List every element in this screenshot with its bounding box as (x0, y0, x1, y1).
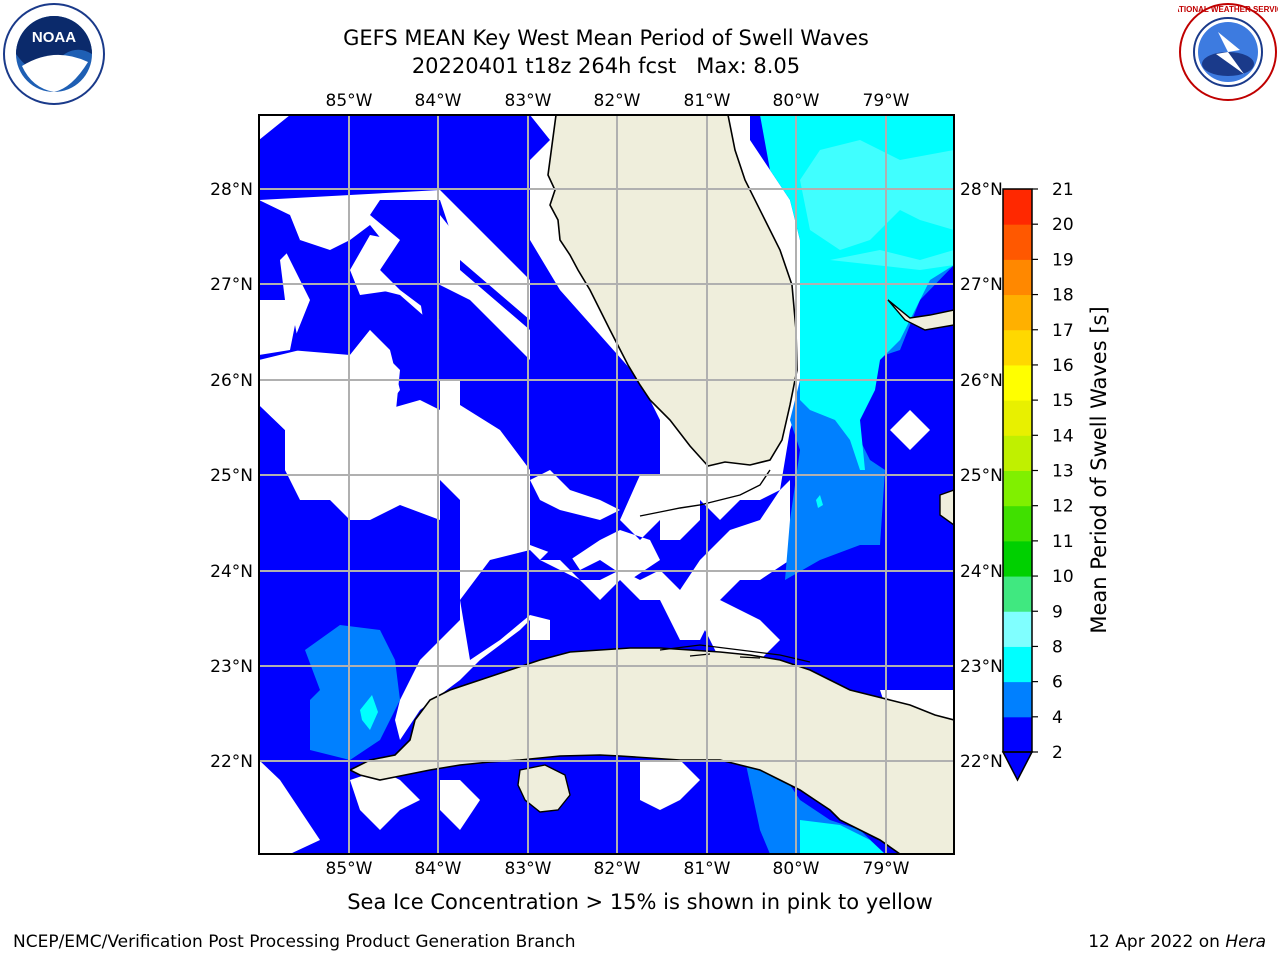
colorbar-segment (1003, 470, 1032, 507)
florida-keys (639, 469, 771, 517)
colorbar-tick-label: 9 (1052, 602, 1063, 622)
colorbar-tick-label: 2 (1052, 743, 1063, 763)
lat-labels-right: 28°N 27°N 26°N 25°N 24°N 23°N 22°N (960, 180, 1003, 772)
florida-land (547, 115, 798, 467)
lat-label-right-24n: 24°N (960, 562, 1003, 582)
colorbar-segment (1003, 646, 1032, 683)
map-gridlines (259, 115, 954, 854)
colorbar-tick-label: 8 (1052, 637, 1063, 657)
lon-label-bottom-85w: 85°W (326, 859, 373, 879)
lon-label-top-79w: 79°W (863, 91, 910, 111)
lon-label-top-81w: 81°W (684, 91, 731, 111)
lon-label-bottom-83w: 83°W (505, 859, 552, 879)
lon-label-bottom-81w: 81°W (684, 859, 731, 879)
chart-subtitle: 20220401 t18z 264h fcst Max: 8.05 (411, 54, 801, 78)
isle-of-youth-land (517, 764, 571, 813)
bahamas-land (887, 299, 954, 331)
nws-logo: NATIONAL WEATHER SERVICE (1178, 3, 1278, 101)
sea-ice-note-text: Sea Ice Concentration > 15% is shown in … (347, 890, 933, 914)
colorbar-segment (1003, 259, 1032, 296)
sea-ice-note: Sea Ice Concentration > 15% is shown in … (0, 890, 1280, 914)
colorbar-tick-label: 14 (1052, 426, 1074, 446)
colorbar-segment (1003, 576, 1032, 612)
lat-label-left-27n: 27°N (210, 275, 253, 295)
swell-8-9s-region (800, 140, 954, 270)
lat-label-right-22n: 22°N (960, 752, 1003, 772)
colorbar-tick-label: 18 (1052, 286, 1074, 306)
colorbar-tick-label: 21 (1052, 180, 1074, 200)
lat-label-right-26n: 26°N (960, 371, 1003, 391)
lat-label-left-26n: 26°N (210, 371, 253, 391)
noaa-logo: NOAA (3, 3, 105, 105)
colorbar-tick-label: 11 (1052, 532, 1074, 552)
footer-host: Hera (1225, 932, 1266, 952)
lat-label-left-22n: 22°N (210, 752, 253, 772)
colorbar-segment (1003, 435, 1032, 471)
colorbar-segment (1003, 611, 1032, 647)
lon-label-bottom-84w: 84°W (415, 859, 462, 879)
bahamas-island-2 (939, 489, 954, 526)
lon-labels-top: 85°W 84°W 83°W 82°W 81°W 80°W 79°W (326, 91, 910, 111)
colorbar-tick-label: 17 (1052, 321, 1074, 341)
colorbar-tick-label: 6 (1052, 673, 1063, 693)
colorbar-segment (1003, 505, 1032, 542)
colorbar-tick-label: 16 (1052, 356, 1074, 376)
map-frame (258, 114, 955, 855)
lon-label-bottom-82w: 82°W (594, 859, 641, 879)
colorbar: 2 4 6 8 9 10 11 12 13 14 15 16 17 18 19 20 21 (1001, 180, 1074, 782)
lat-label-right-23n: 23°N (960, 657, 1003, 677)
lat-label-right-28n: 28°N (960, 180, 1003, 200)
footer-date-text: 12 Apr 2022 on (1088, 932, 1226, 952)
colorbar-segment (1003, 294, 1032, 331)
colorbar-segment (1003, 540, 1032, 577)
colorbar-segment (1003, 681, 1032, 718)
lon-label-top-82w: 82°W (594, 91, 641, 111)
lon-label-top-85w: 85°W (326, 91, 373, 111)
lat-label-left-28n: 28°N (210, 180, 253, 200)
lat-label-left-23n: 23°N (210, 657, 253, 677)
map-fields (259, 115, 954, 854)
colorbar-tick-label: 20 (1052, 215, 1074, 235)
chart-title: GEFS MEAN Key West Mean Period of Swell … (343, 26, 869, 50)
no-data-gaps (259, 215, 954, 854)
colorbar-tick-label: 19 (1052, 250, 1074, 270)
lon-label-bottom-80w: 80°W (773, 859, 820, 879)
lon-labels-bottom: 85°W 84°W 83°W 82°W 81°W 80°W 79°W (326, 859, 910, 879)
lat-label-left-25n: 25°N (210, 466, 253, 486)
colorbar-tick-label: 13 (1052, 462, 1074, 482)
lat-label-right-25n: 25°N (960, 466, 1003, 486)
colorbar-tick-label: 4 (1052, 708, 1063, 728)
colorbar-segment (1003, 189, 1032, 225)
lon-label-top-83w: 83°W (505, 91, 552, 111)
lat-labels-left: 28°N 27°N 26°N 25°N 24°N 23°N 22°N (210, 180, 253, 772)
colorbar-segment (1003, 716, 1032, 753)
lat-label-right-27n: 27°N (960, 275, 1003, 295)
lon-label-top-84w: 84°W (415, 91, 462, 111)
lon-label-bottom-79w: 79°W (863, 859, 910, 879)
colorbar-label: Mean Period of Swell Waves [s] (1087, 306, 1111, 633)
colorbar-segment (1003, 364, 1032, 401)
noaa-logo-text: NOAA (32, 29, 76, 46)
colorbar-extend-triangle (1001, 751, 1034, 782)
colorbar-tick-label: 12 (1052, 497, 1074, 517)
colorbar-tick-label: 10 (1052, 567, 1074, 587)
footer-credit: NCEP/EMC/Verification Post Processing Pr… (13, 932, 576, 952)
lon-label-top-80w: 80°W (773, 91, 820, 111)
colorbar-segment (1003, 400, 1032, 436)
colorbar-tick-label: 15 (1052, 391, 1074, 411)
colorbar-segment (1003, 224, 1032, 260)
colorbar-segment (1003, 329, 1032, 366)
lat-label-left-24n: 24°N (210, 562, 253, 582)
nws-logo-text: NATIONAL WEATHER SERVICE (1178, 5, 1278, 14)
footer-date: 12 Apr 2022 on Hera (1088, 932, 1266, 952)
